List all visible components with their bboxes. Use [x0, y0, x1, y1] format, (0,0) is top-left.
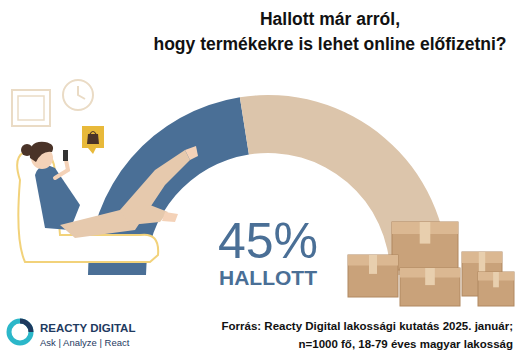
page: Hallott már arról, hogy termékekre is leh… [0, 0, 520, 357]
hair-bun [21, 144, 33, 156]
clock [63, 80, 93, 110]
brand-tagline: Ask | Analyze | React [40, 337, 130, 348]
pants [120, 205, 168, 225]
foot [162, 212, 178, 222]
phone [63, 150, 68, 161]
box-tape [479, 252, 485, 272]
illustration [348, 222, 514, 306]
clock-hands [78, 86, 85, 99]
box [478, 272, 514, 306]
source: n=1000 fő, 18-79 éves magyar lakosság [299, 338, 513, 350]
frame [12, 90, 50, 126]
illustration [17, 126, 198, 262]
box-tape [420, 222, 431, 244]
hair [30, 142, 53, 162]
box [392, 222, 458, 270]
box [400, 268, 460, 306]
bag-handle [90, 132, 96, 135]
box-tape [425, 268, 435, 285]
frame [18, 96, 44, 120]
arm [55, 160, 68, 178]
bag [87, 134, 99, 144]
box-tape [493, 272, 499, 287]
category-label: HALLOTT [219, 266, 317, 289]
logo-icon [9, 321, 31, 343]
chart: Hallott már arról, hogy termékekre is leh… [0, 0, 520, 357]
bag-icon-tip [88, 148, 96, 154]
background [0, 0, 520, 357]
title: Hallott már arról, [260, 9, 400, 29]
source: Forrás: Reacty Digital lakossági kutatás… [222, 320, 513, 332]
pants [60, 150, 190, 238]
title: hogy termékekre is lehet online előfizet… [153, 34, 506, 54]
foot [185, 146, 198, 160]
bag-icon [82, 126, 104, 148]
logo-icon [20, 321, 31, 332]
illustration [12, 80, 93, 126]
brand-name: REACTY DIGITAL [40, 322, 135, 334]
box-tape [369, 255, 377, 274]
data-label: 45% [218, 213, 318, 269]
logo: REACTY DIGITAL Ask | Analyze | React [9, 321, 135, 348]
box [348, 255, 398, 297]
